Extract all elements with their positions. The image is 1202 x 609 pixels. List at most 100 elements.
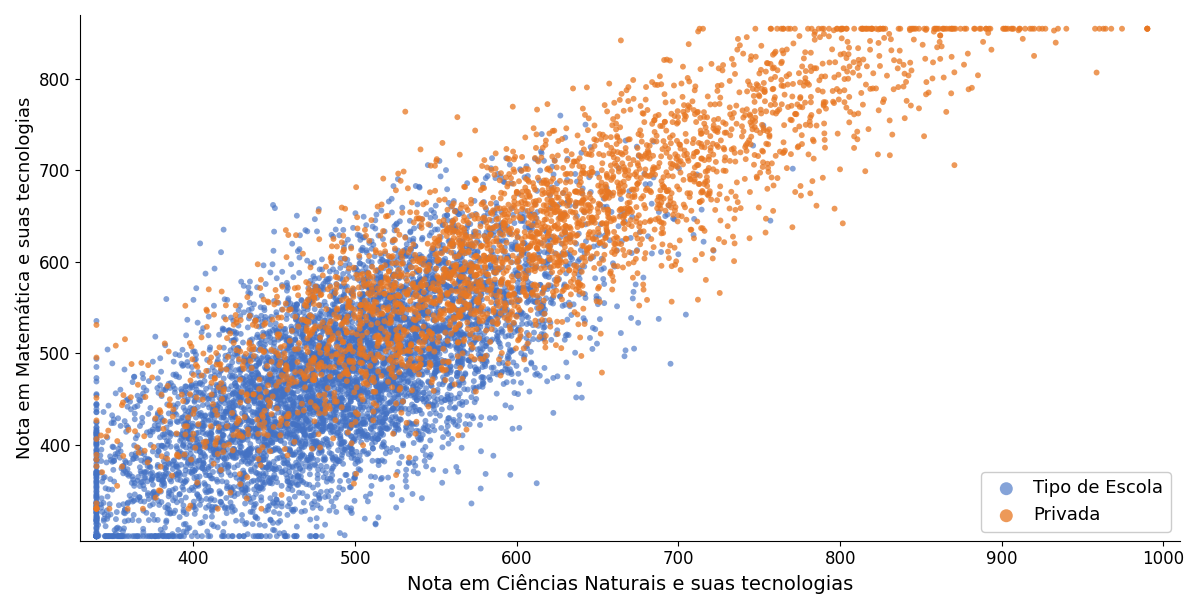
Tipo de Escola	[281, 471, 300, 481]
Tipo de Escola	[424, 279, 444, 289]
Privada	[595, 194, 614, 203]
Tipo de Escola	[489, 307, 508, 317]
Tipo de Escola	[399, 376, 418, 386]
Privada	[1016, 24, 1035, 33]
Privada	[227, 318, 246, 328]
Tipo de Escola	[401, 319, 421, 328]
Privada	[526, 320, 546, 329]
Tipo de Escola	[492, 275, 511, 285]
Tipo de Escola	[139, 456, 159, 465]
Tipo de Escola	[351, 259, 370, 269]
Tipo de Escola	[335, 437, 355, 447]
Tipo de Escola	[314, 415, 333, 425]
Tipo de Escola	[243, 393, 262, 403]
Tipo de Escola	[173, 426, 192, 435]
Tipo de Escola	[87, 448, 106, 457]
Privada	[575, 208, 594, 217]
Privada	[680, 171, 700, 181]
Tipo de Escola	[439, 236, 458, 246]
Privada	[540, 253, 559, 262]
Tipo de Escola	[380, 321, 399, 331]
Privada	[945, 24, 964, 33]
Tipo de Escola	[416, 320, 435, 330]
Tipo de Escola	[93, 437, 112, 447]
Privada	[429, 332, 448, 342]
Tipo de Escola	[496, 332, 516, 342]
Tipo de Escola	[456, 419, 475, 429]
Tipo de Escola	[501, 367, 520, 377]
Tipo de Escola	[519, 253, 538, 263]
Privada	[496, 266, 516, 276]
Privada	[438, 226, 457, 236]
Tipo de Escola	[335, 314, 355, 323]
Tipo de Escola	[240, 311, 260, 320]
Tipo de Escola	[127, 391, 147, 401]
Privada	[483, 224, 502, 233]
Privada	[451, 311, 470, 321]
Tipo de Escola	[369, 429, 388, 439]
Tipo de Escola	[343, 418, 362, 428]
Privada	[407, 343, 427, 353]
Privada	[526, 196, 546, 206]
Tipo de Escola	[308, 283, 327, 292]
Tipo de Escola	[401, 318, 421, 328]
Tipo de Escola	[179, 421, 198, 431]
Privada	[475, 155, 494, 165]
Tipo de Escola	[391, 368, 410, 378]
Privada	[511, 264, 530, 273]
Tipo de Escola	[249, 421, 268, 431]
Tipo de Escola	[310, 414, 329, 424]
Tipo de Escola	[486, 325, 505, 335]
Tipo de Escola	[379, 364, 398, 373]
Privada	[578, 200, 597, 209]
Privada	[601, 216, 620, 226]
Tipo de Escola	[291, 413, 310, 423]
Tipo de Escola	[375, 320, 394, 330]
Tipo de Escola	[232, 516, 251, 526]
Privada	[588, 204, 607, 214]
Tipo de Escola	[411, 285, 430, 295]
Tipo de Escola	[392, 322, 411, 332]
Tipo de Escola	[357, 245, 376, 255]
Tipo de Escola	[245, 396, 264, 406]
Tipo de Escola	[130, 481, 149, 491]
Privada	[668, 152, 688, 161]
Tipo de Escola	[383, 271, 403, 281]
Tipo de Escola	[426, 351, 445, 361]
Privada	[548, 317, 567, 326]
Tipo de Escola	[334, 367, 353, 377]
Tipo de Escola	[347, 300, 367, 309]
Tipo de Escola	[298, 453, 317, 463]
Tipo de Escola	[290, 422, 309, 432]
Tipo de Escola	[305, 367, 325, 376]
Privada	[706, 125, 725, 135]
Privada	[744, 91, 763, 101]
Privada	[541, 189, 560, 199]
Tipo de Escola	[148, 383, 167, 393]
Privada	[651, 152, 671, 161]
Privada	[288, 290, 308, 300]
Tipo de Escola	[137, 385, 156, 395]
Tipo de Escola	[145, 531, 165, 541]
Tipo de Escola	[490, 351, 510, 361]
Tipo de Escola	[421, 281, 440, 291]
Tipo de Escola	[216, 459, 236, 469]
Tipo de Escola	[335, 375, 355, 385]
Tipo de Escola	[457, 300, 476, 309]
Tipo de Escola	[147, 490, 166, 499]
Tipo de Escola	[143, 473, 162, 483]
Tipo de Escola	[291, 453, 310, 463]
Tipo de Escola	[339, 354, 358, 364]
Tipo de Escola	[418, 160, 438, 170]
Tipo de Escola	[357, 220, 376, 230]
Tipo de Escola	[642, 248, 661, 258]
Privada	[783, 222, 802, 232]
Tipo de Escola	[409, 468, 428, 478]
Tipo de Escola	[460, 331, 480, 340]
Privada	[700, 152, 719, 161]
Tipo de Escola	[311, 356, 331, 366]
Privada	[545, 126, 564, 136]
Privada	[573, 261, 593, 270]
Tipo de Escola	[486, 413, 505, 423]
Privada	[483, 317, 502, 327]
